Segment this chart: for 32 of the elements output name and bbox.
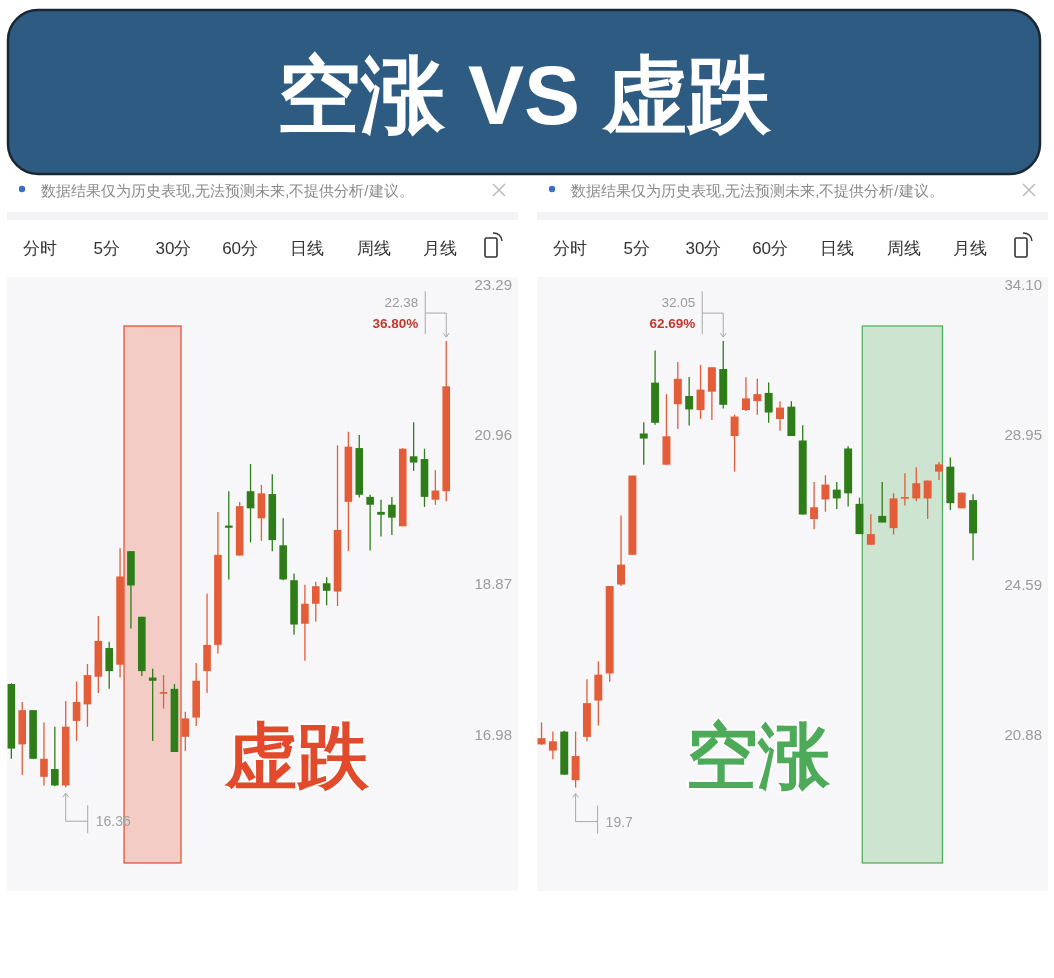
chart-subtitle: 数据结果仅为历史表现,无法预测未来,不提供分析/建议。 [571,181,944,199]
y-tick-label: 20.88 [1004,725,1042,743]
text: 空涨 VS 虚跌 [276,48,773,142]
text: 分时 [23,238,57,258]
text: 虚跌 [224,716,370,796]
chart-subtitle: 数据结果仅为历史表现,无法预测未来,不提供分析/建议。 [41,181,414,199]
text: 日线 [289,238,324,258]
text: 30分 [685,238,722,258]
annotation: 32.05 [661,294,696,310]
text: 60分 [222,238,259,258]
y-tick-label: 23.29 [474,275,512,293]
y-tick-label: 20.96 [474,425,512,443]
text: 30分 [155,238,192,258]
text: 60分 [752,238,789,258]
annotation: 22.38 [384,294,419,310]
y-tick-label: 28.95 [1004,425,1042,443]
y-tick-label: 16.98 [474,725,512,743]
annotation: 36.80% [372,315,419,331]
text: 月线 [953,238,988,258]
text: 分时 [553,238,587,258]
text: 5分 [93,238,120,258]
y-tick-label: 34.10 [1004,275,1042,293]
text: 5分 [623,238,650,258]
annotation: 62.69% [649,315,696,331]
y-tick-label: 24.59 [1004,575,1042,593]
text: 日线 [819,238,854,258]
y-tick-label: 18.87 [474,575,512,593]
text: 周线 [356,238,391,258]
text: 空涨 [686,716,832,796]
text: 周线 [886,238,921,258]
annotation: 19.7 [605,813,634,830]
text: 月线 [423,238,458,258]
